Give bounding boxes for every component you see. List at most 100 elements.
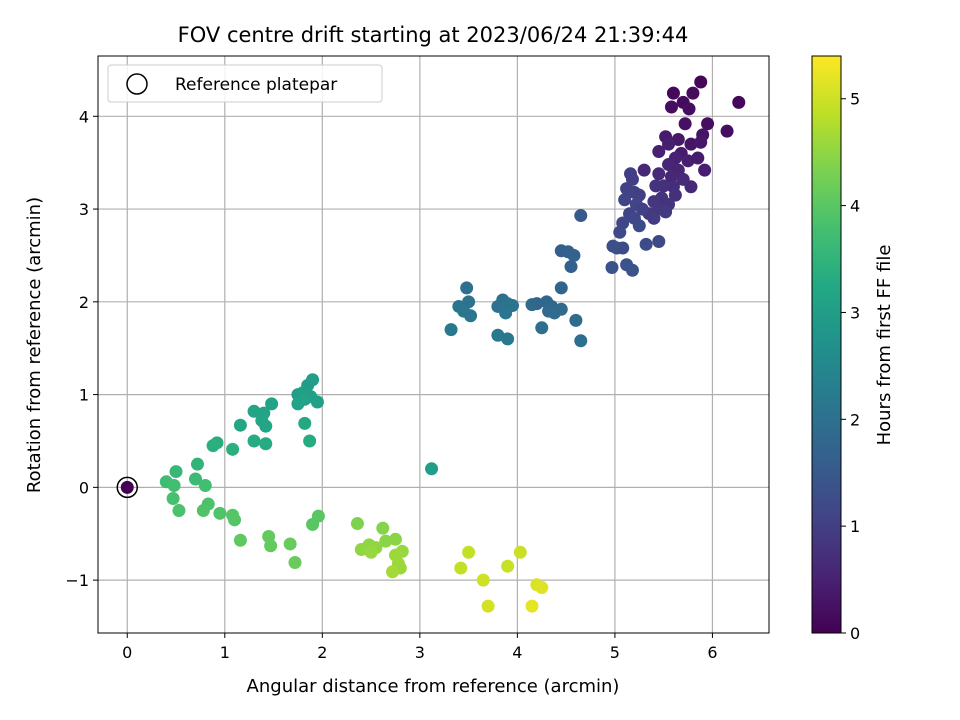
data-point [647,211,661,225]
data-point [525,599,539,613]
data-point [464,309,478,323]
data-point [554,281,568,295]
colorbar-tick-label: 3 [850,303,860,322]
data-point [190,457,204,471]
data-point [354,543,368,557]
data-point [444,323,458,337]
data-point [247,404,261,418]
data-point [681,154,695,168]
data-point [228,513,242,527]
data-point [460,281,474,295]
data-point [659,205,673,219]
data-point [481,599,495,613]
y-tick-label: −1 [65,571,89,590]
colorbar-label: Hours from first FF file [874,245,895,446]
x-tick-label: 0 [122,643,132,662]
y-tick-label: 1 [79,386,89,405]
data-point [298,416,312,430]
y-axis-ticks: −1 0 1 2 3 4 [65,107,98,590]
data-point [172,504,186,518]
colorbar-tick-label: 2 [850,410,860,429]
data-point [698,163,712,177]
data-point [233,533,247,547]
data-point [226,442,240,456]
data-point [259,419,273,433]
y-axis-label: Rotation from reference (arcmin) [24,197,45,493]
data-point [425,462,439,476]
data-point [664,100,678,114]
colorbar-tick-label: 4 [850,197,860,216]
data-point [606,239,620,253]
reference-platepar-marker [116,476,139,499]
data-point [625,172,639,186]
data-point [567,248,581,262]
data-point [625,263,639,277]
reference-marker [116,476,139,499]
data-point [682,102,696,116]
legend-box [107,64,383,103]
data-point [639,237,653,251]
data-point [732,95,746,109]
x-tick-label: 6 [707,643,717,662]
data-point [247,434,261,448]
data-point [613,225,627,239]
data-point [535,321,549,335]
x-axis-ticks: 0 1 2 3 4 5 6 [122,633,718,662]
data-point [462,545,476,559]
data-point [649,179,663,193]
x-tick-label: 5 [610,643,620,662]
data-point [303,434,317,448]
data-point [196,504,210,518]
data-point [574,209,588,223]
data-point [701,117,715,131]
data-point [662,158,676,172]
data-point [605,261,619,275]
data-point [169,465,183,479]
data-point [694,75,708,89]
data-point [476,573,490,587]
data-point [720,124,734,138]
data-point [265,397,279,411]
data-point [618,193,632,207]
data-point [298,392,312,406]
data-point [678,117,692,131]
y-tick-label: 3 [79,200,89,219]
data-point [652,167,666,181]
data-point [671,132,685,146]
data-point [501,332,515,346]
y-tick-label: 2 [79,293,89,312]
data-point [574,334,588,348]
data-point [288,555,302,569]
legend: Reference platepar [107,64,383,103]
data-point [635,202,649,216]
chart-title: FOV centre drift starting at 2023/06/24 … [178,23,689,47]
data-point [491,328,505,342]
data-point [499,306,513,320]
data-point [198,479,212,493]
data-points [159,75,746,613]
data-point [379,534,393,548]
data-point [166,491,180,505]
colorbar-tick-label: 5 [850,90,860,109]
data-point [513,545,527,559]
x-tick-label: 4 [512,643,522,662]
data-point [569,313,583,327]
data-point [535,581,549,595]
colorbar-ticks: 0 1 2 3 4 5 [841,90,860,643]
grid-lines [98,56,769,633]
plot-area-frame [97,55,770,634]
data-point [350,517,364,531]
data-point [668,188,682,202]
data-point [264,539,278,553]
data-point [388,532,402,546]
data-point [684,137,698,151]
data-point [189,472,203,486]
x-tick-label: 3 [415,643,425,662]
y-tick-label: 0 [79,478,89,497]
data-point [664,170,678,184]
data-point [283,537,297,551]
colorbar [811,55,842,634]
data-point [691,151,705,165]
data-point [686,86,700,100]
